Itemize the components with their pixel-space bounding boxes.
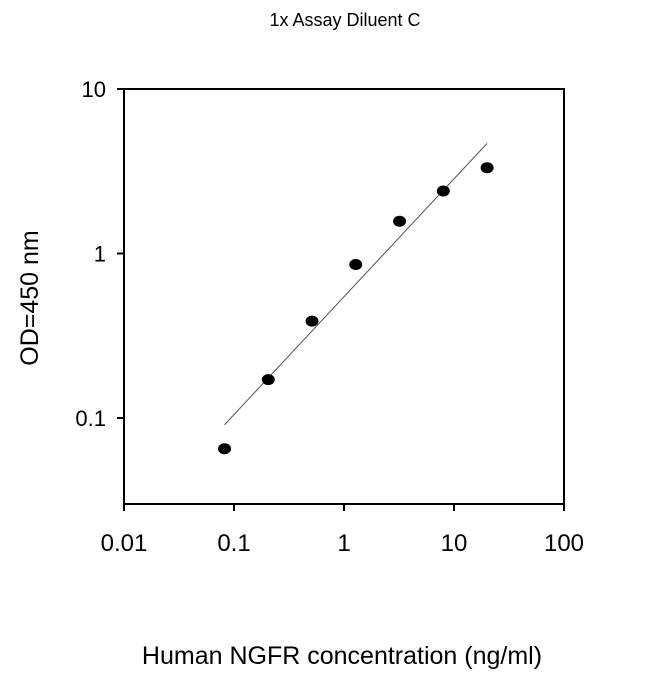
data-point [218,443,232,455]
x-tick-label: 1 [337,530,350,557]
data-point [305,315,319,327]
data-point [261,374,275,386]
data-point [349,259,363,271]
data-point [393,215,407,227]
data-point [480,162,494,174]
data-point [436,185,450,197]
x-tick-label: 0.1 [217,530,250,557]
ticks: 0.01 0.1 1 10 100 0.1 1 10 [75,77,584,557]
chart-title: 1x Assay Diluent C [269,10,420,30]
y-tick-label: 1 [94,241,106,266]
y-tick-label: 10 [82,77,106,102]
y-tick-label: 0.1 [75,406,106,431]
y-axis-label: OD=450 nm [16,230,44,366]
x-tick-label: 10 [441,530,468,557]
x-tick-label: 0.01 [101,530,148,557]
x-tick-label: 100 [544,530,584,557]
data-marks [218,143,494,455]
x-axis-label: Human NGFR concentration (ng/ml) [142,642,542,670]
